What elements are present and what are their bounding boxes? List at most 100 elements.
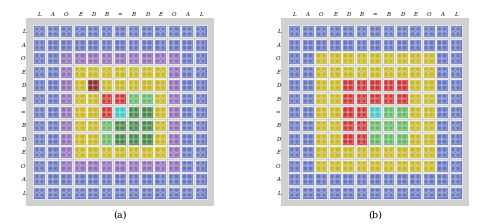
Bar bbox=[388, 72, 394, 77]
Bar bbox=[402, 139, 406, 144]
Bar bbox=[388, 166, 394, 171]
Bar bbox=[88, 193, 93, 198]
Bar bbox=[53, 153, 58, 157]
Bar bbox=[410, 147, 415, 152]
Bar bbox=[188, 161, 192, 166]
Bar bbox=[174, 161, 178, 166]
Bar bbox=[75, 58, 80, 63]
Bar bbox=[308, 26, 312, 31]
Bar bbox=[316, 80, 321, 85]
Bar bbox=[160, 166, 165, 171]
Bar bbox=[362, 174, 366, 179]
Bar bbox=[80, 153, 84, 157]
Bar bbox=[288, 26, 300, 37]
Bar bbox=[344, 174, 348, 179]
Bar bbox=[88, 58, 93, 63]
Bar bbox=[102, 107, 106, 112]
Bar bbox=[128, 193, 133, 198]
Bar bbox=[369, 146, 381, 158]
Bar bbox=[335, 99, 340, 103]
Bar bbox=[62, 58, 66, 63]
Bar bbox=[160, 153, 165, 157]
Bar bbox=[107, 85, 112, 90]
Bar bbox=[47, 187, 58, 198]
Bar bbox=[160, 53, 165, 58]
Bar bbox=[147, 58, 152, 63]
Text: (a): (a) bbox=[113, 210, 127, 219]
Bar bbox=[114, 52, 126, 64]
Bar bbox=[356, 106, 368, 118]
Bar bbox=[362, 53, 366, 58]
Bar bbox=[80, 107, 84, 112]
Bar bbox=[410, 26, 415, 31]
Bar bbox=[329, 173, 340, 185]
Bar bbox=[348, 58, 353, 63]
Bar bbox=[423, 106, 434, 118]
Bar bbox=[288, 160, 300, 172]
Bar bbox=[66, 193, 71, 198]
Bar bbox=[451, 40, 456, 45]
Bar bbox=[182, 134, 187, 139]
Bar bbox=[303, 67, 308, 71]
Bar bbox=[322, 166, 326, 171]
Bar bbox=[62, 80, 66, 85]
Bar bbox=[294, 85, 299, 90]
Bar bbox=[396, 79, 408, 91]
Bar bbox=[182, 139, 187, 144]
Bar bbox=[442, 80, 447, 85]
Bar bbox=[156, 85, 160, 90]
Bar bbox=[451, 161, 456, 166]
Bar bbox=[169, 67, 173, 71]
Bar bbox=[335, 58, 340, 63]
Bar bbox=[438, 121, 442, 125]
Bar bbox=[201, 174, 205, 179]
Bar bbox=[370, 67, 374, 71]
Bar bbox=[376, 72, 380, 77]
Bar bbox=[294, 40, 299, 45]
Bar bbox=[88, 99, 93, 103]
Bar bbox=[442, 53, 447, 58]
Bar bbox=[356, 166, 362, 171]
Bar bbox=[303, 166, 308, 171]
Bar bbox=[348, 85, 353, 90]
Bar bbox=[370, 72, 374, 77]
Bar bbox=[382, 133, 394, 145]
Bar bbox=[88, 94, 93, 98]
Bar bbox=[438, 40, 442, 45]
Bar bbox=[80, 67, 84, 71]
Bar bbox=[62, 179, 66, 184]
Bar bbox=[169, 161, 173, 166]
Bar bbox=[114, 120, 126, 131]
Bar bbox=[174, 147, 178, 152]
Bar bbox=[102, 147, 106, 152]
Bar bbox=[80, 188, 84, 192]
Bar bbox=[53, 134, 58, 139]
Bar bbox=[442, 161, 447, 166]
Bar bbox=[201, 188, 205, 192]
Bar bbox=[451, 58, 456, 63]
Bar bbox=[396, 173, 408, 185]
Bar bbox=[370, 174, 374, 179]
Bar bbox=[410, 161, 415, 166]
Bar bbox=[194, 93, 206, 104]
Bar bbox=[120, 166, 125, 171]
Bar bbox=[429, 26, 434, 31]
Bar bbox=[384, 53, 388, 58]
Bar bbox=[60, 93, 72, 104]
Bar bbox=[154, 133, 166, 145]
Bar bbox=[60, 187, 72, 198]
Bar bbox=[115, 166, 119, 171]
Bar bbox=[201, 58, 205, 63]
Bar bbox=[80, 193, 84, 198]
Bar bbox=[188, 67, 192, 71]
Bar bbox=[66, 99, 71, 103]
Bar bbox=[168, 79, 179, 91]
Bar bbox=[348, 161, 353, 166]
Bar bbox=[382, 52, 394, 64]
Bar bbox=[410, 72, 415, 77]
Bar bbox=[142, 166, 146, 171]
Bar bbox=[196, 107, 200, 112]
Bar bbox=[115, 94, 119, 98]
Bar bbox=[388, 134, 394, 139]
Bar bbox=[308, 85, 312, 90]
